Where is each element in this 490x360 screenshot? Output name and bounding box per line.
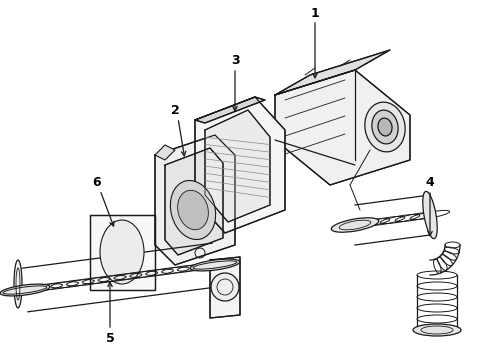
Ellipse shape: [190, 259, 240, 271]
Polygon shape: [155, 145, 175, 160]
Ellipse shape: [100, 220, 144, 284]
Text: 2: 2: [171, 104, 179, 117]
Ellipse shape: [413, 324, 461, 336]
Polygon shape: [90, 215, 155, 290]
Text: 5: 5: [106, 332, 114, 345]
Text: 4: 4: [426, 176, 434, 189]
Ellipse shape: [372, 110, 398, 144]
Ellipse shape: [14, 260, 22, 308]
Text: 3: 3: [231, 54, 239, 67]
Polygon shape: [195, 97, 285, 233]
Ellipse shape: [423, 192, 437, 239]
Ellipse shape: [0, 284, 50, 296]
Ellipse shape: [365, 102, 405, 152]
Text: 6: 6: [93, 176, 101, 189]
Ellipse shape: [211, 273, 239, 301]
Polygon shape: [210, 257, 240, 318]
Polygon shape: [275, 70, 410, 185]
Ellipse shape: [171, 180, 216, 239]
Polygon shape: [165, 148, 223, 255]
Polygon shape: [155, 135, 235, 265]
Text: 1: 1: [311, 6, 319, 19]
Ellipse shape: [331, 218, 379, 232]
Ellipse shape: [378, 118, 392, 136]
Polygon shape: [275, 50, 390, 95]
Ellipse shape: [177, 190, 208, 230]
Polygon shape: [205, 110, 270, 222]
Polygon shape: [195, 97, 265, 123]
